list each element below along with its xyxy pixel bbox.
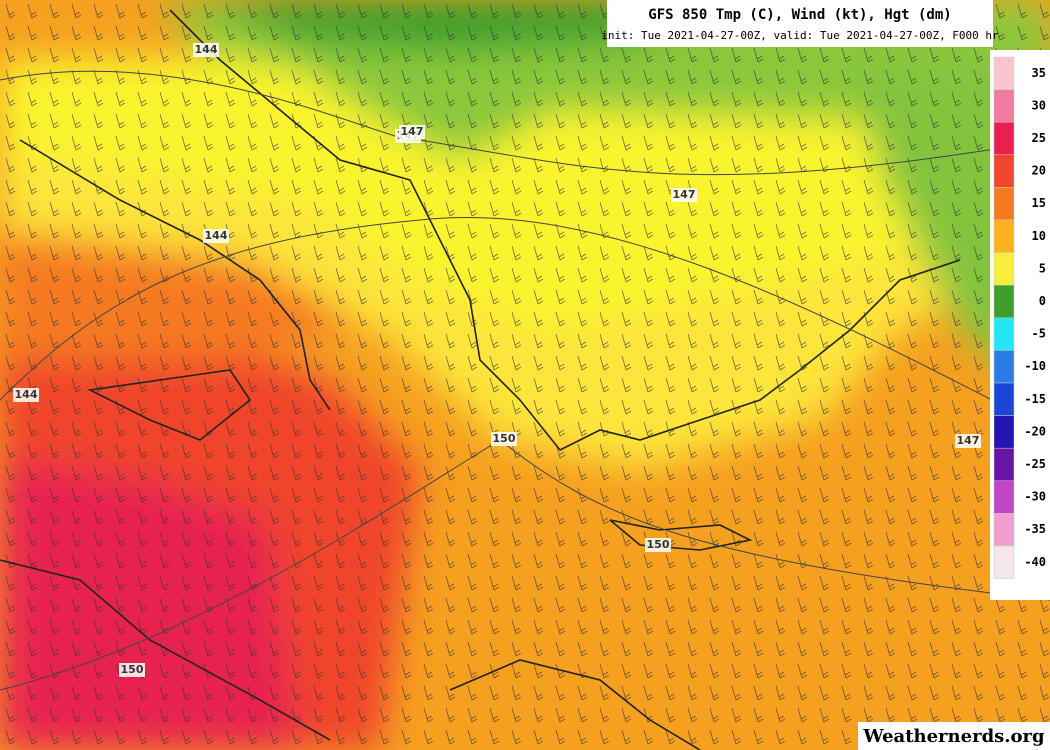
- contour-label: 147: [673, 188, 696, 201]
- contour-label-bg: [399, 125, 425, 139]
- colorbar-label: 30: [1032, 98, 1046, 112]
- colorbar-swatch: [993, 121, 1015, 156]
- colorbar-swatch: [993, 513, 1015, 547]
- watermark: Weathernerds.org: [862, 726, 1045, 747]
- colorbar-label: 35: [1032, 66, 1046, 80]
- colorbar-swatch: [993, 252, 1015, 286]
- colorbar-label: -20: [1024, 424, 1046, 438]
- contour-label: 150: [647, 538, 670, 551]
- contour-label-bg: [119, 663, 145, 677]
- colorbar-label: -10: [1024, 359, 1046, 373]
- contour-label-bg: [193, 43, 219, 57]
- contour-label-bg: [671, 188, 697, 202]
- contour-label: 144: [205, 229, 228, 242]
- colorbar-swatch: [993, 56, 1015, 90]
- colorbar-label: 0: [1039, 294, 1046, 308]
- contour-label: 147: [957, 434, 980, 447]
- colorbar-label: -15: [1024, 392, 1046, 406]
- colorbar-swatch: [993, 480, 1015, 514]
- colorbar-swatch: [993, 415, 1015, 449]
- colorbar-swatch: [993, 317, 1015, 351]
- colorbar-label: 5: [1039, 261, 1046, 275]
- watermark-box: [858, 722, 1050, 750]
- colorbar-swatch: [993, 219, 1015, 253]
- colorbar-swatch: [993, 545, 1015, 579]
- contour-label: 150: [493, 432, 516, 445]
- colorbar-label: -25: [1024, 457, 1046, 471]
- contour-label-bg: [955, 434, 981, 448]
- colorbar-label: 10: [1032, 229, 1046, 243]
- colorbar-swatch: [993, 284, 1015, 319]
- contour-label-bg: [203, 229, 229, 243]
- colorbar-label: -30: [1024, 490, 1046, 504]
- contour-label: 150: [121, 663, 144, 676]
- colorbar-label: -35: [1024, 522, 1046, 536]
- colorbar-swatch: [993, 89, 1015, 123]
- colorbar-swatch: [993, 350, 1015, 384]
- title-box: [607, 0, 993, 47]
- colorbar-label: 25: [1032, 131, 1046, 145]
- contour-label-bg: [491, 432, 517, 446]
- contour-label: 144: [15, 388, 38, 401]
- contour-label-bg: [645, 538, 671, 552]
- colorbar-label: -40: [1024, 555, 1046, 569]
- map-title: GFS 850 Tmp (C), Wind (kt), Hgt (dm): [648, 7, 951, 23]
- colorbar-swatch: [993, 154, 1015, 188]
- colorbar-label: 20: [1032, 164, 1046, 178]
- contour-label-bg: [13, 388, 39, 402]
- colorbar-label: 15: [1032, 196, 1046, 210]
- colorbar-swatch: [993, 382, 1015, 416]
- colorbar-label: -5: [1032, 327, 1046, 341]
- colorbar-swatch: [993, 447, 1015, 482]
- coastlines: [0, 9, 961, 750]
- map-subtitle: init: Tue 2021-04-27-00Z, valid: Tue 202…: [601, 29, 999, 42]
- contour-label: 147: [401, 125, 424, 138]
- colorbar-swatch: [993, 187, 1015, 221]
- contour-label: 144: [195, 43, 218, 56]
